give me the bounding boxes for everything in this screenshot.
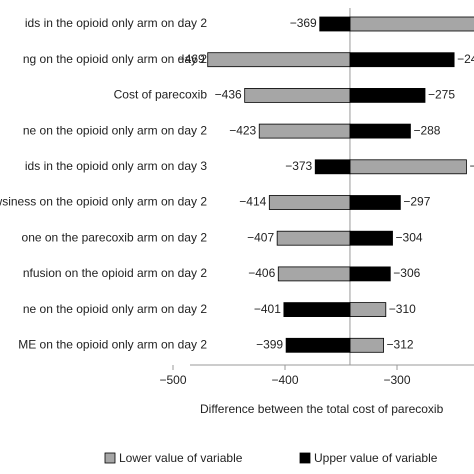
value-label: −304 bbox=[396, 230, 423, 244]
category-label: ne on the opioid only arm on day 2 bbox=[23, 123, 207, 137]
category-label: ids in the opioid only arm on day 2 bbox=[25, 16, 207, 30]
value-label: −407 bbox=[247, 230, 274, 244]
value-label: −423 bbox=[229, 123, 256, 137]
bar bbox=[349, 230, 393, 246]
x-tick-label: −400 bbox=[271, 373, 298, 387]
value-label: −436 bbox=[215, 88, 242, 102]
bar bbox=[349, 195, 401, 210]
value-label: −288 bbox=[413, 123, 440, 137]
category-label: Cost of parecoxib bbox=[114, 88, 208, 102]
value-label: −414 bbox=[239, 195, 266, 209]
category-label: ne on the opioid only arm on day 2 bbox=[23, 302, 207, 316]
category-label: ng on the opioid only arm on day 2 bbox=[23, 52, 207, 66]
bar bbox=[349, 337, 384, 353]
category-label: wsiness on the opioid only arm on day 2 bbox=[0, 195, 207, 209]
bar bbox=[349, 88, 426, 103]
value-label: −310 bbox=[389, 302, 416, 316]
bar bbox=[349, 159, 467, 175]
legend-label: Lower value of variable bbox=[119, 451, 243, 465]
value-label: −306 bbox=[393, 266, 420, 280]
value-label: −469 bbox=[178, 52, 205, 66]
value-label: −297 bbox=[403, 195, 430, 209]
bar bbox=[276, 230, 351, 246]
bar bbox=[349, 16, 474, 32]
bar bbox=[349, 123, 411, 139]
bar bbox=[349, 302, 387, 318]
category-label: ME on the opioid only arm on day 2 bbox=[18, 337, 207, 351]
bar bbox=[349, 52, 455, 68]
bar bbox=[319, 16, 351, 32]
bar bbox=[349, 266, 391, 282]
bar bbox=[258, 123, 351, 139]
bar bbox=[244, 88, 351, 103]
value-label: −399 bbox=[256, 337, 283, 351]
value-label: −369 bbox=[290, 16, 317, 30]
legend-swatch bbox=[104, 452, 116, 464]
category-label: one on the parecoxib arm on day 2 bbox=[22, 230, 208, 244]
bar bbox=[314, 159, 351, 175]
value-label: −275 bbox=[428, 88, 455, 102]
category-label: ids in the opioid only arm on day 3 bbox=[25, 159, 207, 173]
legend-swatch bbox=[299, 452, 311, 464]
value-label: −238 bbox=[469, 159, 474, 173]
value-label: −249 bbox=[457, 52, 474, 66]
bar bbox=[268, 195, 351, 210]
x-axis-title: Difference between the total cost of par… bbox=[200, 402, 444, 416]
category-label: nfusion on the opioid arm on day 2 bbox=[23, 266, 207, 280]
bar bbox=[285, 337, 351, 353]
bar bbox=[283, 302, 351, 318]
x-tick-label: −500 bbox=[159, 373, 186, 387]
bar bbox=[207, 52, 351, 68]
value-label: −312 bbox=[387, 337, 414, 351]
value-label: −406 bbox=[248, 266, 275, 280]
x-tick-label: −300 bbox=[383, 373, 410, 387]
value-label: −401 bbox=[254, 302, 281, 316]
legend-label: Upper value of variable bbox=[314, 451, 438, 465]
value-label: −373 bbox=[285, 159, 312, 173]
bar bbox=[277, 266, 351, 282]
